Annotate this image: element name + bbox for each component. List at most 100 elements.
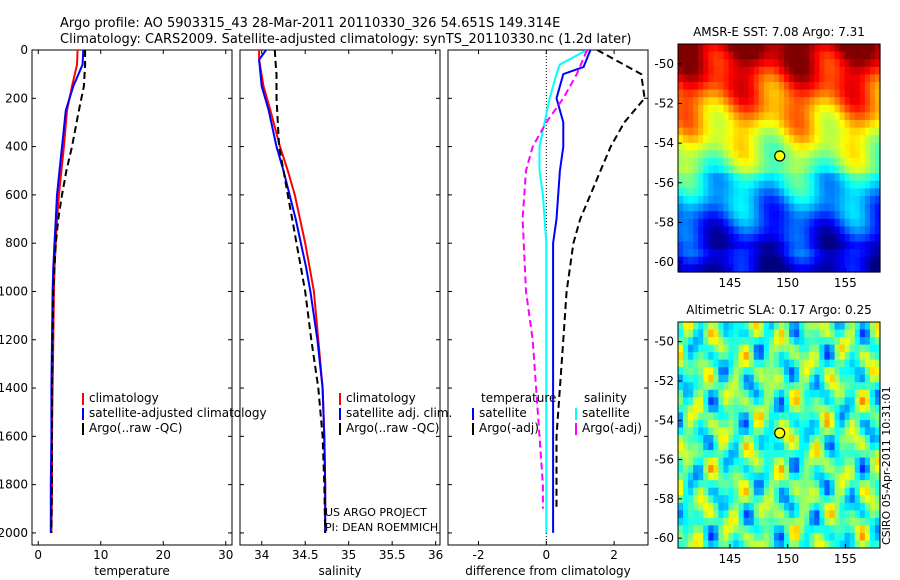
heatmap-cell [733,89,740,98]
heatmap-cell [693,442,699,451]
heatmap-cell [708,89,714,98]
heatmap-cell [703,344,709,353]
heatmap-cell [819,165,826,174]
heatmap-cell [703,135,709,144]
heatmap-cell [723,188,730,197]
heatmap-cell [854,218,861,227]
heatmap-cell [859,241,866,250]
heatmap-cell [688,256,694,265]
heatmap-cell [854,352,861,361]
heatmap-cell [849,344,856,353]
heatmap-cell [748,112,755,121]
heatmap-cell [839,158,846,167]
heatmap-cell [874,389,881,398]
heatmap-cell [794,397,800,406]
heatmap-cell [874,532,881,542]
heatmap-cell [723,241,730,250]
heatmap-cell [809,389,815,398]
heatmap-cell [794,165,800,174]
heatmap-cell [779,165,785,174]
heatmap-cell [738,74,745,83]
heatmap-cell [753,374,760,383]
heatmap-cell [844,218,851,227]
figure-title-line2: Climatology: CARS2009. Satellite-adjuste… [60,32,632,47]
heatmap-cell [733,249,740,258]
heatmap-cell [859,112,866,121]
heatmap-cell [864,337,871,346]
heatmap-cell [819,412,826,421]
heatmap-cell [789,158,795,167]
y-tick-label: -50 [654,57,674,71]
heatmap-cell [849,389,856,398]
heatmap-cell [698,234,704,243]
heatmap-cell [753,218,760,227]
heatmap-cell [834,435,841,444]
heatmap-cell [718,74,725,83]
heatmap-cell [683,540,689,549]
heatmap-cell [688,66,694,75]
heatmap-cell [834,367,841,376]
heatmap-cell [748,82,755,91]
heatmap-cell [779,359,785,368]
heatmap-cell [839,89,846,98]
heatmap-cell [758,249,765,258]
heatmap-cell [748,382,755,391]
float-position-marker [774,150,786,162]
heatmap-cell [829,502,836,511]
heatmap-cell [708,264,714,273]
heatmap-cell [768,120,775,129]
heatmap-cell [703,322,709,331]
heatmap-cell [809,82,815,91]
heatmap-cell [683,173,689,182]
heatmap-cell [869,256,876,265]
heatmap-cell [789,472,795,481]
heatmap-cell [693,525,699,534]
heatmap-cell [794,203,800,212]
heatmap-cell [829,329,836,338]
heatmap-cell [859,104,866,113]
heatmap-cell [708,465,714,474]
heatmap-cell [713,374,719,383]
heatmap-cell [874,450,881,459]
x-axis-label: difference from climatology [465,564,631,578]
heatmap-cell [698,540,704,549]
heatmap-cell [713,142,719,151]
x-tick-label: 10 [93,548,108,562]
heatmap-cell [789,241,795,250]
heatmap-cell [814,66,820,75]
heatmap-cell [864,59,871,68]
heatmap-cell [804,412,810,421]
heatmap-cell [799,374,805,383]
heatmap-cell [758,112,765,121]
heatmap-cell [763,450,770,459]
heatmap-cell [854,322,861,331]
heatmap-cell [748,120,755,129]
heatmap-cell [779,404,785,413]
heatmap-cell [804,472,810,481]
heatmap-cell [718,104,725,113]
heatmap-cell [839,382,846,391]
heatmap-cell [844,510,851,519]
heatmap-cell [789,532,795,542]
heatmap-cell [728,517,735,526]
heatmap-cell [728,142,735,151]
heatmap-cell [859,165,866,174]
heatmap-cell [849,442,856,451]
heatmap-cell [698,322,704,331]
heatmap-cell [708,412,714,421]
heatmap-cell [763,322,770,331]
panels: 0 10 20 30020040060080010001200140016001800… [0,25,881,578]
heatmap-cell [834,158,841,167]
heatmap-cell [844,382,851,391]
heatmap-cell [698,517,704,526]
heatmap-cell [703,256,709,265]
heatmap-cell [799,66,805,75]
heatmap-cell [758,540,765,549]
heatmap-cell [678,51,684,60]
heatmap-cell [814,256,820,265]
heatmap-cell [839,397,846,406]
heatmap-cell [799,188,805,197]
heatmap-cell [703,389,709,398]
heatmap-cell [733,337,740,346]
heatmap-cell [723,104,730,113]
